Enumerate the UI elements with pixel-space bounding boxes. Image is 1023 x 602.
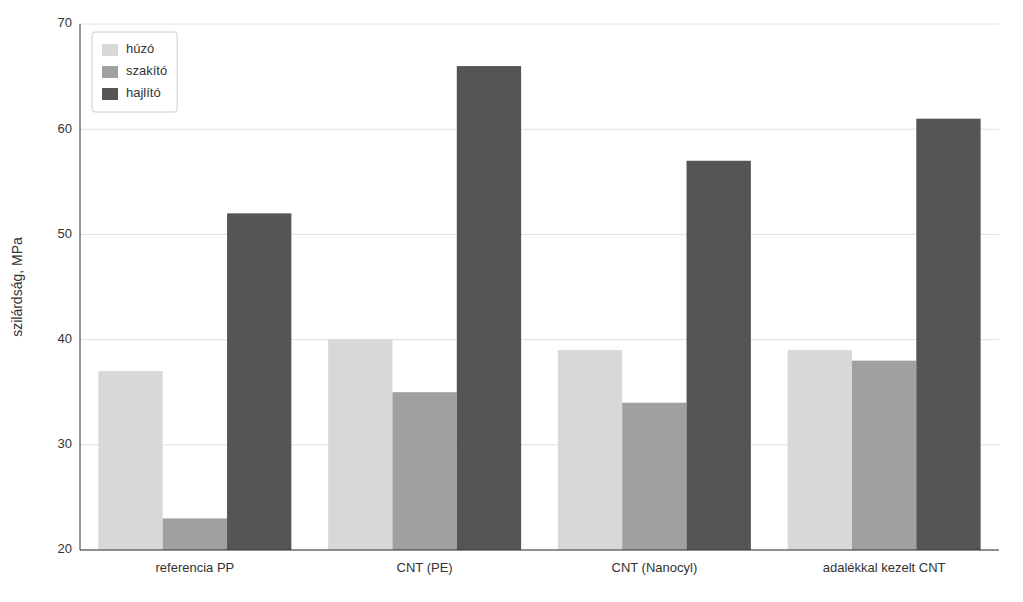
x-tick-label: CNT (PE)	[397, 560, 453, 575]
bar	[392, 392, 456, 550]
bar	[558, 350, 622, 550]
legend-swatch	[102, 44, 118, 56]
bar	[457, 66, 521, 550]
x-tick-labels: referencia PP CNT (PE) CNT (Nanocyl) adalék…	[155, 560, 945, 575]
y-tick-label: 30	[58, 436, 72, 451]
legend-swatch	[102, 88, 118, 100]
legend-box	[92, 32, 177, 112]
bar	[98, 371, 162, 550]
legend-swatch	[102, 66, 118, 78]
grid-line	[80, 234, 999, 235]
bar	[687, 161, 751, 550]
y-tick-label: 60	[58, 121, 72, 136]
bars	[98, 66, 980, 550]
legend-label: hajlító	[126, 85, 161, 100]
y-tick-labels: 20 30 40 50 60 70	[58, 15, 72, 556]
legend: húzó szakító hajlító	[92, 32, 177, 112]
x-tick-label: referencia PP	[155, 560, 234, 575]
legend-label: szakító	[126, 63, 167, 78]
bar	[227, 213, 291, 550]
chart-svg: 20 30 40 50 60 70 referencia PP CNT (PE) CNT (Na…	[0, 0, 1023, 602]
grid-line	[80, 339, 999, 340]
chart-container: 20 30 40 50 60 70 referencia PP CNT (PE) CNT (Na…	[0, 0, 1023, 602]
bar	[788, 350, 852, 550]
bar	[328, 340, 392, 550]
y-tick-label: 20	[58, 541, 72, 556]
bar	[622, 403, 686, 550]
y-tick-label: 50	[58, 226, 72, 241]
y-tick-label: 70	[58, 15, 72, 30]
grid-line	[80, 24, 999, 25]
x-tick-label: adalékkal kezelt CNT	[823, 560, 946, 575]
legend-label: húzó	[126, 41, 154, 56]
grid-line	[80, 550, 999, 551]
y-axis-line	[80, 24, 81, 550]
grid-line	[80, 129, 999, 130]
bar	[163, 518, 227, 550]
y-axis-label: szilárdság, MPa	[9, 237, 25, 337]
bar	[916, 119, 980, 550]
bar	[852, 361, 916, 550]
y-grid	[80, 24, 999, 550]
x-tick-label: CNT (Nanocyl)	[612, 560, 698, 575]
x-axis-line	[80, 550, 999, 551]
y-tick-label: 40	[58, 331, 72, 346]
